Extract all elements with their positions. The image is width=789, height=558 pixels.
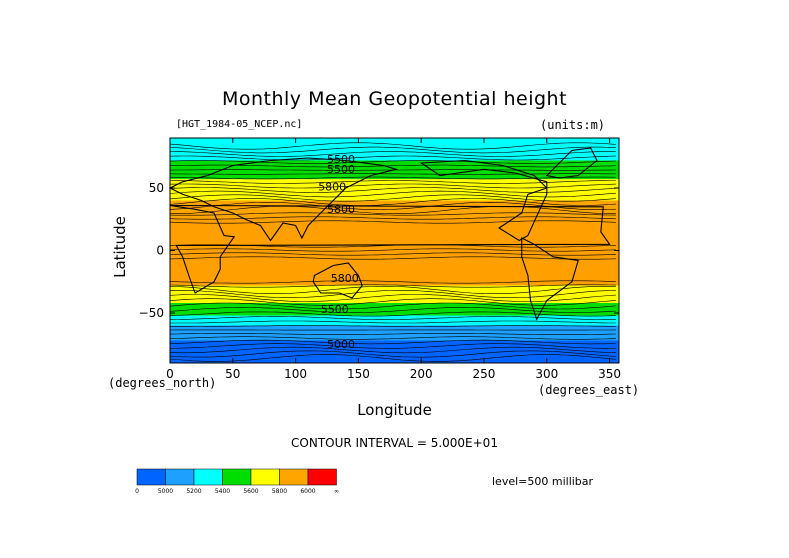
colorbar-swatch-0	[136, 468, 166, 486]
colorbar-tick-label-6: 6000	[300, 488, 315, 495]
contour-line-24	[169, 220, 616, 224]
contour-line-3	[170, 343, 616, 349]
continent-outline-3	[168, 157, 399, 242]
x-tick-label-0: 0	[166, 367, 174, 381]
contour-line-40	[169, 155, 616, 161]
x-tick-label-1: 50	[225, 367, 240, 381]
contour-line-9	[170, 320, 616, 324]
contour-label-3: 5800	[327, 203, 355, 216]
contour-line-41	[169, 151, 616, 157]
contour-line-26	[169, 212, 616, 216]
contour-line-31	[169, 190, 616, 198]
field-band-8	[170, 325, 619, 341]
contour-line-22	[169, 248, 616, 252]
contour-line-33	[169, 183, 616, 189]
contour-line-14	[169, 298, 616, 306]
colorbar-tick-label-1: 5000	[158, 488, 173, 495]
contour-interval-note: CONTOUR INTERVAL = 5.000E+01	[291, 436, 498, 450]
y-tick-label-0: −50	[139, 306, 164, 320]
colorbar-swatch-5	[279, 468, 309, 486]
colorbar-tick-label-7: ∞	[334, 488, 339, 495]
colorbar-tick-label-3: 5400	[215, 488, 230, 495]
contour-line-11	[169, 311, 616, 317]
contour-label-1: 5500	[327, 163, 355, 176]
contour-line-30	[169, 194, 616, 202]
field-band-4	[170, 218, 619, 286]
field-band-0	[170, 138, 619, 161]
field-band-9	[170, 340, 619, 363]
y-units-label: (degrees_north)	[108, 376, 217, 390]
x-units-label: (degrees_east)	[538, 383, 640, 397]
contour-line-4	[169, 339, 616, 345]
field-band-5	[170, 285, 619, 303]
contour-line-13	[169, 302, 616, 310]
colorbar-swatch-6	[307, 468, 337, 486]
chart-title: Monthly Mean Geopotential height	[221, 88, 568, 110]
x-tick-label-4: 200	[410, 367, 433, 381]
x-tick-label-3: 150	[347, 367, 370, 381]
x-tick-label-5: 250	[473, 367, 496, 381]
contour-line-8	[169, 325, 616, 327]
contour-line-35	[169, 176, 616, 180]
y-tick-label-2: 50	[149, 181, 164, 195]
contour-label-6: 5000	[327, 338, 355, 351]
contour-line-36	[169, 173, 616, 175]
contour-line-39	[169, 160, 616, 164]
x-tick-label-7: 350	[598, 367, 621, 381]
contour-line-1	[169, 350, 616, 358]
level-note: level=500 millibar	[492, 475, 594, 488]
contour-line-0	[169, 354, 616, 362]
field-band-6	[170, 303, 619, 316]
contour-line-18	[169, 284, 616, 288]
continent-outline-0	[419, 159, 548, 242]
contour-line-10	[169, 316, 616, 320]
contour-line-6	[169, 333, 616, 335]
continent-outline-2	[169, 204, 611, 294]
colorbar-tick-label-5: 5800	[272, 488, 287, 495]
contour-line-2	[169, 346, 616, 354]
contour-line-27	[170, 206, 616, 214]
contour-line-42	[169, 146, 616, 154]
continent-outline-5	[545, 147, 598, 179]
contour-line-21	[169, 252, 616, 256]
units-label: (units:m)	[540, 118, 606, 132]
contour-line-5	[169, 336, 616, 340]
contour-line-38	[169, 164, 616, 168]
contour-line-17	[169, 286, 616, 294]
colorbar-swatch-1	[165, 468, 195, 486]
contour-line-20	[169, 256, 616, 260]
colorbar-tick-label-4: 5600	[243, 488, 258, 495]
contour-line-32	[169, 187, 616, 193]
contour-label-5: 5500	[321, 303, 349, 316]
contour-line-16	[169, 290, 616, 299]
field-band-7	[170, 315, 619, 326]
contour-label-0: 5500	[327, 153, 355, 166]
x-tick-label-2: 100	[284, 367, 307, 381]
contour-label-2: 5800	[318, 181, 346, 194]
contour-line-19	[169, 280, 616, 284]
colorbar-tick-label-2: 5200	[186, 488, 201, 495]
contour-line-43	[169, 142, 616, 150]
continent-outline-1	[521, 237, 579, 321]
contour-line-29	[169, 198, 616, 206]
colorbar-swatch-2	[193, 468, 223, 486]
colorbar-tick-label-0: 0	[135, 488, 139, 495]
y-tick-label-1: 0	[156, 244, 164, 258]
contour-label-4: 5800	[331, 272, 359, 285]
file-label: [HGT_1984-05_NCEP.nc]	[176, 119, 303, 130]
continent-outline-4	[312, 262, 363, 299]
contour-line-12	[169, 307, 616, 313]
contour-line-15	[169, 294, 616, 302]
colorbar-swatch-4	[250, 468, 280, 486]
x-tick-label-6: 300	[535, 367, 558, 381]
colorbar-swatch-3	[222, 468, 252, 486]
x-axis-label: Longitude	[357, 401, 432, 419]
